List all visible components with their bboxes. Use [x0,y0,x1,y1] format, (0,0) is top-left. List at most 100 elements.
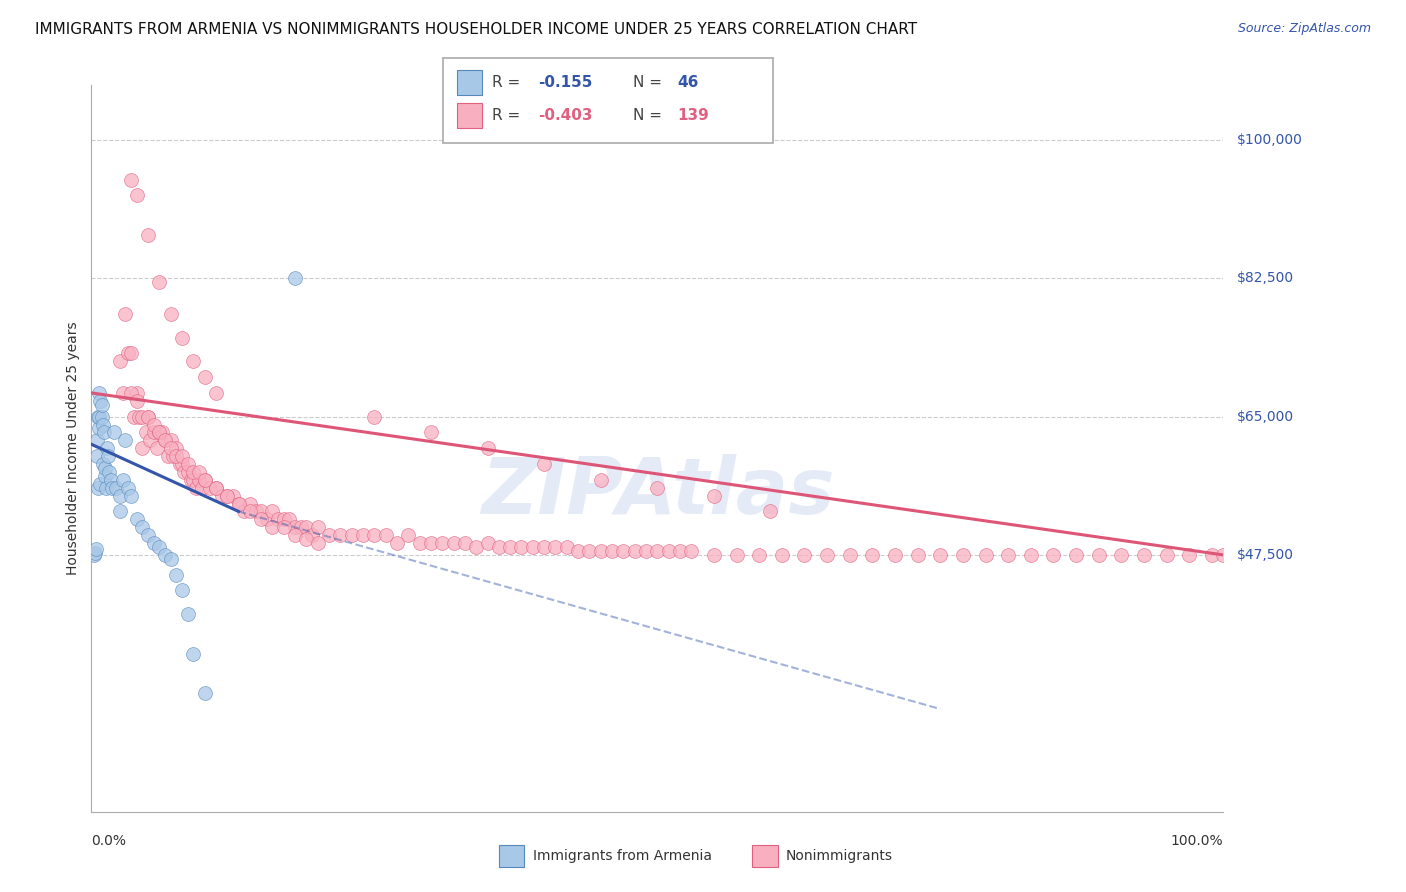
Text: -0.403: -0.403 [538,109,593,123]
Point [184,481,207,495]
Text: R =: R = [492,76,526,90]
Point [793,548,815,562]
Point [1042,548,1064,562]
Point [262,504,284,518]
Point [488,540,510,554]
Point [150,425,173,440]
Text: $65,000: $65,000 [1237,409,1295,424]
Point [284,271,307,285]
Point [245,504,267,518]
Point [363,528,385,542]
Point [477,442,499,455]
Point [120,346,142,360]
Point [139,434,162,448]
Point [157,449,180,463]
Point [1156,548,1178,562]
Point [228,497,250,511]
Point [658,544,681,558]
Point [94,469,117,483]
Point [125,393,148,408]
Point [125,385,148,400]
Point [211,489,233,503]
Point [815,548,838,562]
Point [181,354,204,368]
Point [176,607,198,622]
Point [295,532,318,546]
Point [748,548,770,562]
Point [91,417,114,432]
Point [408,536,430,550]
Text: N =: N = [633,109,666,123]
Point [589,473,612,487]
Point [170,449,193,463]
Point [176,465,198,479]
Point [97,449,120,463]
Point [443,536,465,550]
Point [89,409,111,424]
Point [612,544,634,558]
Point [187,465,209,479]
Point [89,476,111,491]
Point [100,473,122,487]
Point [86,449,108,463]
Point [233,504,256,518]
Point [770,548,793,562]
Point [1111,548,1133,562]
Point [454,536,477,550]
Text: 139: 139 [678,109,710,123]
Text: Nonimmigrants: Nonimmigrants [786,849,893,863]
Point [465,540,488,554]
Point [142,536,165,550]
Point [159,552,181,566]
Point [120,489,142,503]
Point [477,536,499,550]
Point [352,528,374,542]
Point [318,528,340,542]
Point [239,497,262,511]
Text: -0.155: -0.155 [538,76,593,90]
Point [131,409,153,424]
Point [165,449,187,463]
Point [114,434,136,448]
Point [96,442,118,455]
Point [329,528,352,542]
Point [173,465,195,479]
Point [131,520,153,534]
Point [533,540,555,554]
Point [162,449,184,463]
Point [681,544,703,558]
Point [1178,548,1201,562]
Point [522,540,544,554]
Point [432,536,454,550]
Point [142,417,165,432]
Point [703,548,725,562]
Point [83,548,105,562]
Point [239,504,262,518]
Point [301,528,323,542]
Point [567,544,589,558]
Point [89,393,111,408]
Point [634,544,657,558]
Point [131,442,153,455]
Text: $100,000: $100,000 [1237,133,1303,147]
Point [1019,548,1042,562]
Point [860,548,883,562]
Point [148,425,170,440]
Text: Source: ZipAtlas.com: Source: ZipAtlas.com [1237,22,1371,36]
Point [907,548,929,562]
Point [176,457,198,471]
Point [191,481,214,495]
Point [93,425,115,440]
Point [623,544,645,558]
Point [645,544,668,558]
Point [1064,548,1087,562]
Point [169,457,191,471]
Point [284,520,307,534]
Point [112,385,135,400]
Point [135,425,157,440]
Point [181,465,204,479]
Point [256,512,278,526]
Point [87,409,110,424]
Point [146,442,169,455]
Point [103,425,125,440]
